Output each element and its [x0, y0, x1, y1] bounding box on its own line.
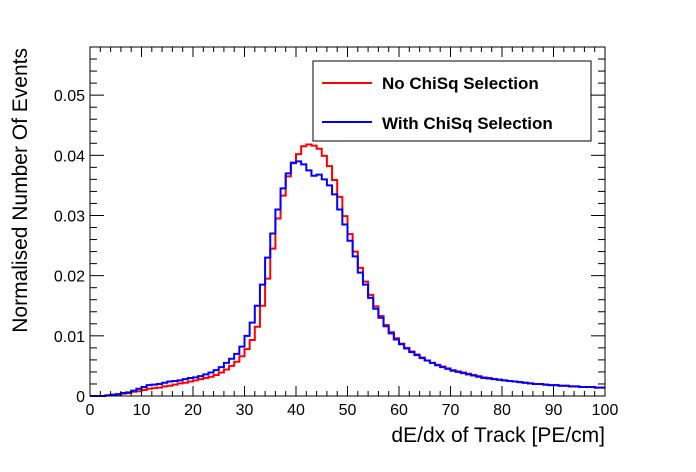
- x-tick-label: 70: [442, 402, 460, 419]
- y-tick-label: 0.01: [54, 329, 85, 346]
- ticks-layer: [89, 46, 606, 397]
- y-tick-label: 0.03: [54, 208, 85, 225]
- legend-label-no-chisq: No ChiSq Selection: [382, 74, 539, 93]
- x-tick-label: 100: [592, 402, 619, 419]
- x-tick-label: 0: [86, 402, 95, 419]
- legend: No ChiSq Selection With ChiSq Selection: [312, 60, 592, 142]
- x-tick-label: 10: [133, 402, 151, 419]
- y-tick-label: 0.05: [54, 88, 85, 105]
- x-tick-label: 30: [236, 402, 254, 419]
- x-tick-label: 40: [287, 402, 305, 419]
- legend-box: [312, 60, 592, 142]
- x-axis-title: dE/dx of Track [PE/cm]: [391, 424, 605, 447]
- legend-label-with-chisq: With ChiSq Selection: [382, 114, 553, 133]
- x-tick-label: 80: [493, 402, 511, 419]
- x-tick-labels: 0 10 20 30 40 50 60 70 80 90 100: [86, 402, 619, 419]
- series-with-chisq-line: [90, 160, 605, 397]
- x-tick-label: 50: [339, 402, 357, 419]
- x-tick-label: 60: [390, 402, 408, 419]
- y-tick-labels: 0 0.01 0.02 0.03 0.04 0.05: [54, 88, 85, 406]
- plot-frame: [89, 46, 606, 397]
- x-tick-label: 90: [545, 402, 563, 419]
- y-tick-label: 0: [76, 389, 85, 406]
- y-axis-title: Normalised Number Of Events: [9, 48, 32, 333]
- y-tick-label: 0.02: [54, 269, 85, 286]
- series-layer: [90, 143, 605, 397]
- x-tick-label: 20: [184, 402, 202, 419]
- y-tick-label: 0.04: [54, 148, 85, 165]
